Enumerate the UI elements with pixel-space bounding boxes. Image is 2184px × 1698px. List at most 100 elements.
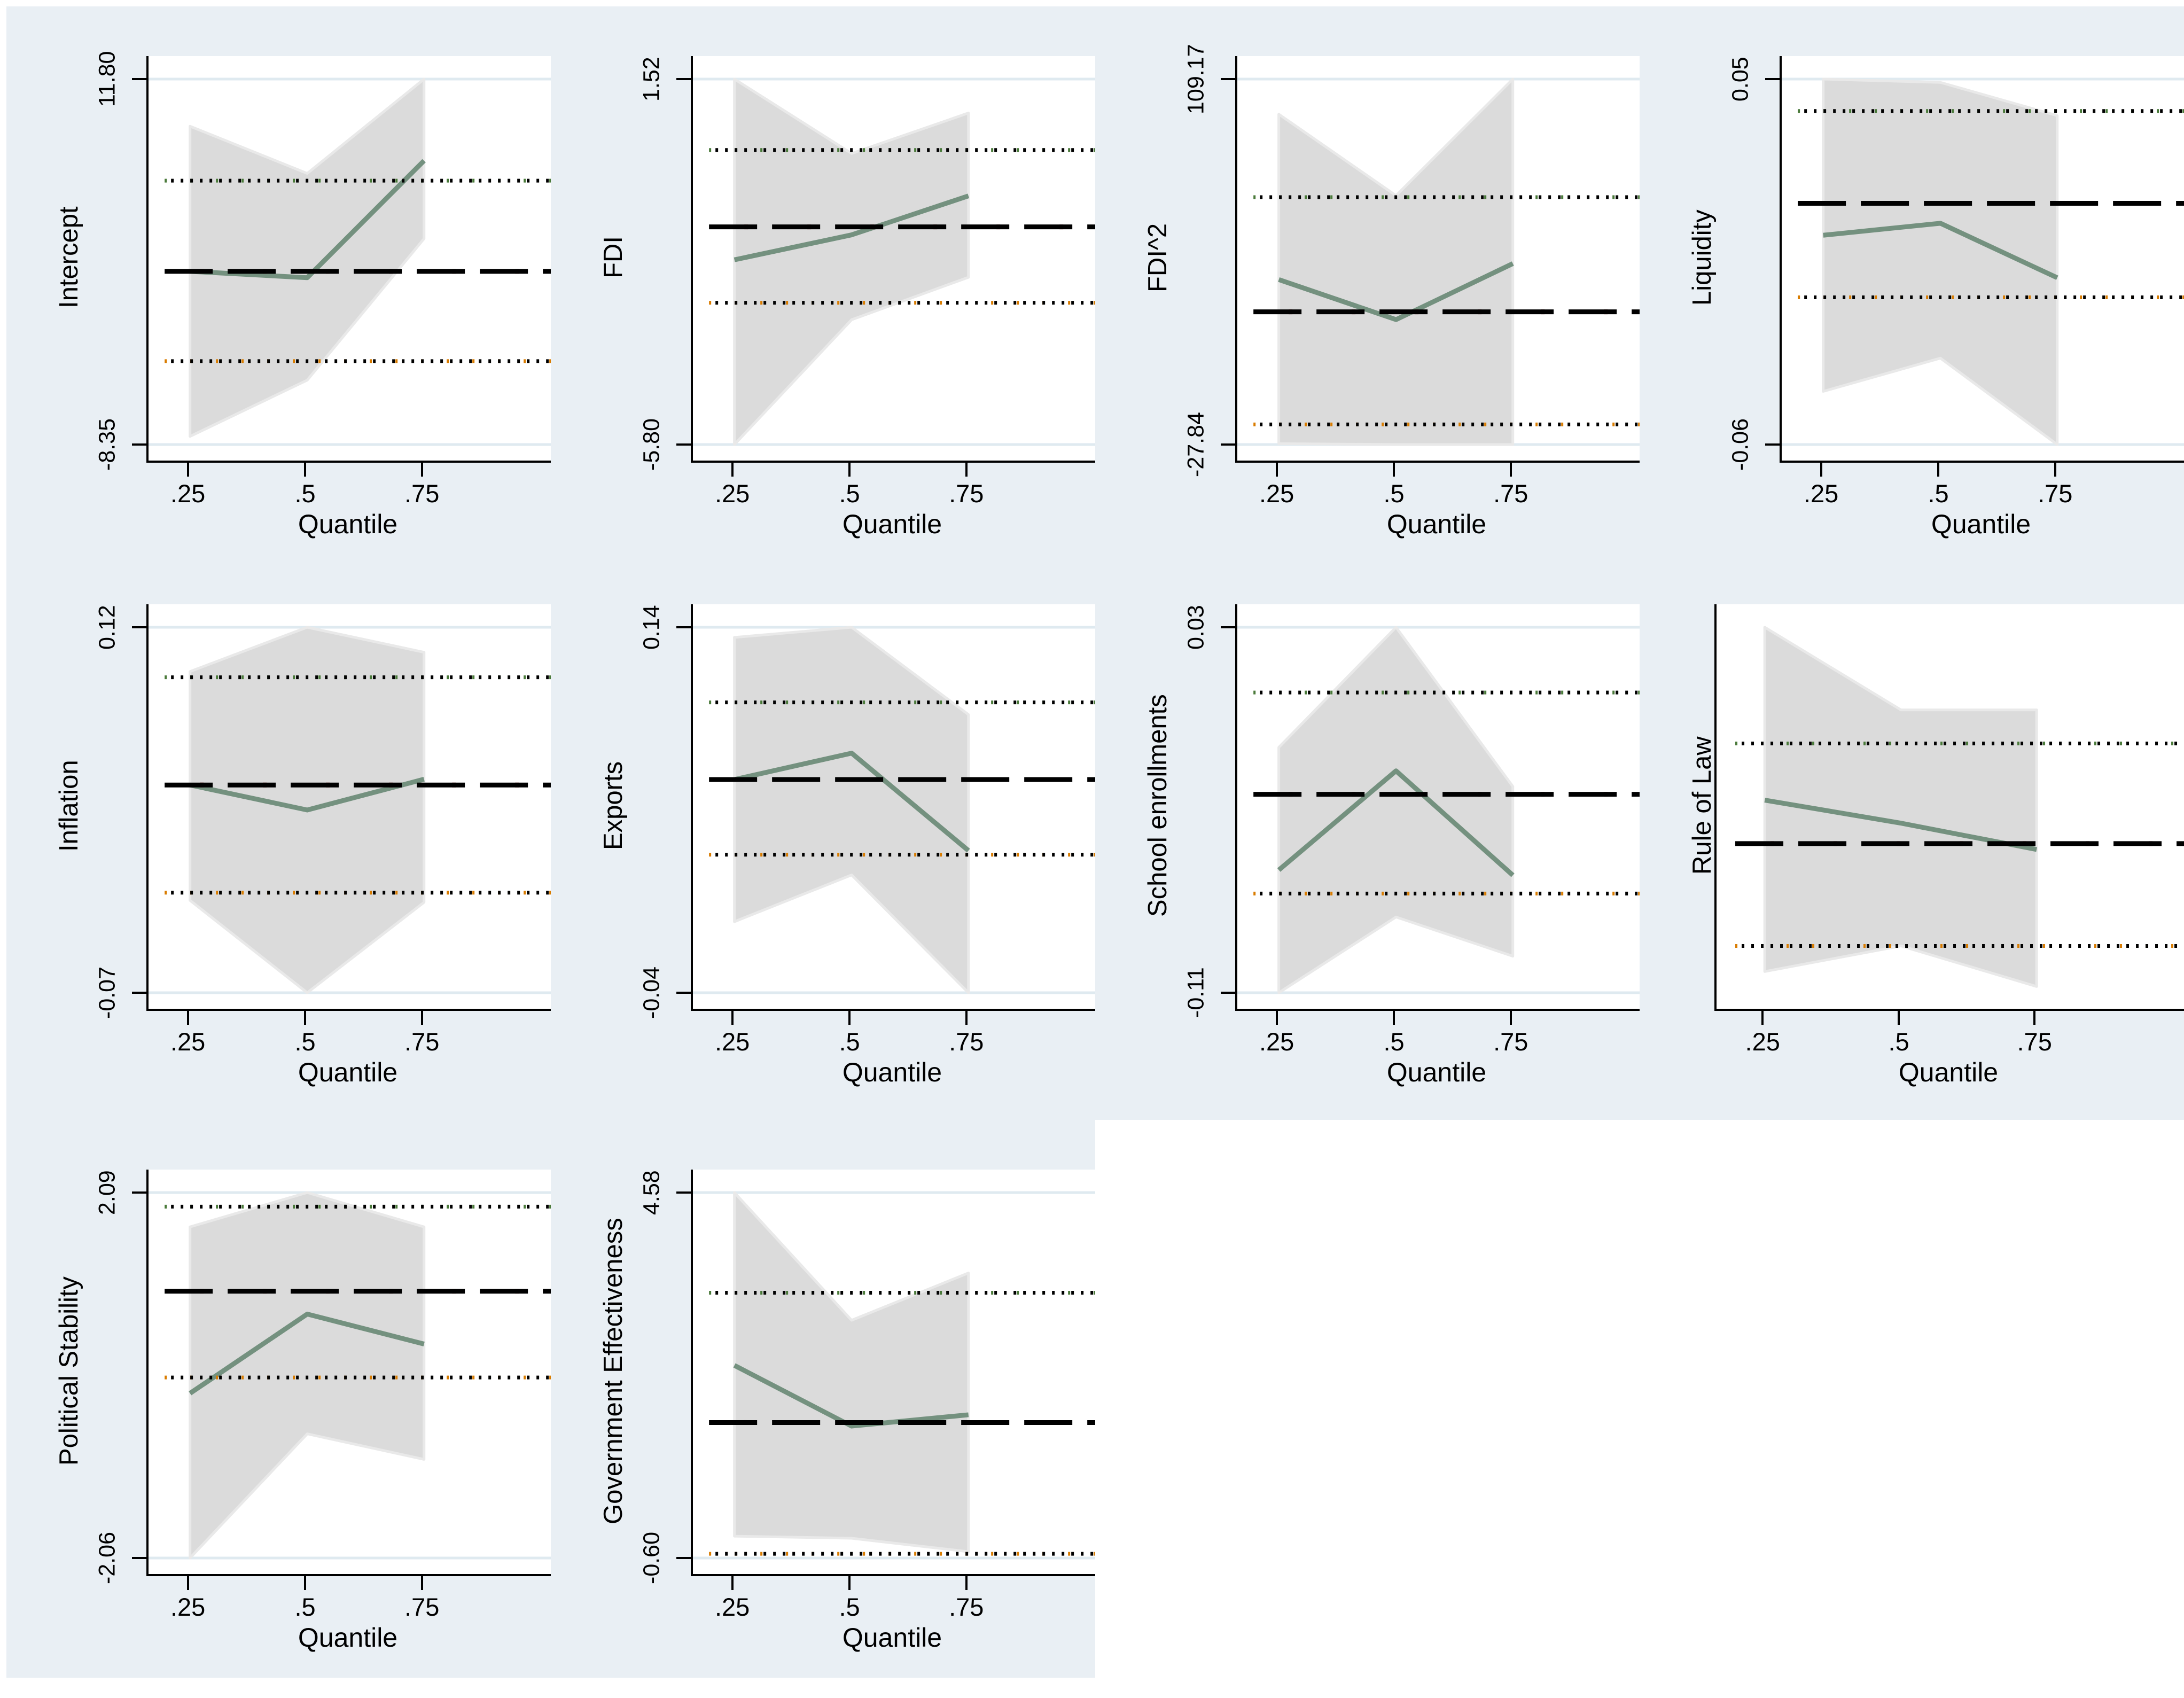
y-tick-label-top: 0.12: [94, 605, 120, 650]
quantile-estimate-line: [1277, 768, 1515, 877]
confidence-band: [1822, 77, 2059, 446]
y-axis-title: Exports: [599, 761, 628, 851]
plot-canvas: [149, 1191, 551, 1560]
x-tick-mark: [965, 463, 968, 477]
confidence-band: [733, 626, 970, 994]
plot-area: [1780, 56, 2184, 463]
x-tick-mark: [1509, 463, 1512, 477]
y-tick-label-top: 4.58: [638, 1170, 665, 1215]
x-axis-title: Quantile: [1386, 509, 1487, 539]
plot-area: [146, 604, 551, 1011]
x-tick-label: .75: [2017, 1027, 2052, 1056]
x-tick-label: .5: [839, 479, 860, 508]
x-axis-title: Quantile: [1931, 509, 2031, 539]
y-axis-title: Rule of Law: [1688, 736, 1717, 875]
x-axis-title: Quantile: [298, 1057, 398, 1087]
plot-area: [1714, 604, 2184, 1011]
x-tick-label: .75: [404, 1593, 440, 1621]
x-tick-mark: [1820, 463, 1822, 477]
y-axis-title: Liquidity: [1688, 209, 1717, 306]
x-tick-label: .75: [2038, 479, 2073, 508]
y-tick-label-bottom: -0.06: [1727, 418, 1753, 471]
x-tick-mark: [2054, 463, 2056, 477]
quantile-estimate-line: [733, 1363, 969, 1429]
x-tick-label: .5: [1383, 1027, 1405, 1056]
confidence-band: [733, 1191, 970, 1553]
subplot-rule-of-law: Rule of Law .25 .5 .75 Quantile: [1640, 555, 2184, 1120]
x-tick-label: .75: [1493, 1027, 1528, 1056]
x-tick-label: .25: [1259, 1027, 1294, 1056]
y-tick-mark: [1765, 78, 1780, 80]
x-axis-title: Quantile: [298, 509, 398, 539]
plot-canvas: [693, 626, 1096, 994]
x-axis-title: Quantile: [842, 1057, 942, 1087]
y-tick-mark: [676, 443, 691, 446]
x-tick-mark: [965, 1576, 968, 1590]
x-tick-mark: [1393, 1011, 1395, 1025]
quantile-regression-figure: Intercept 11.80 -8.35 .25 .5 .75 Quantil…: [6, 6, 2184, 1678]
subplot-intercept: Intercept 11.80 -8.35 .25 .5 .75 Quantil…: [6, 6, 551, 555]
plot-canvas: [149, 77, 551, 446]
x-tick-label: .5: [1888, 1027, 1909, 1056]
empty-cell: [1095, 1120, 1640, 1678]
plot-area: [146, 1170, 551, 1576]
y-tick-label-bottom: -0.04: [638, 967, 665, 1019]
x-tick-label: .75: [949, 1593, 984, 1621]
y-tick-mark: [132, 1557, 146, 1559]
x-tick-mark: [1898, 1011, 1900, 1025]
x-tick-label: .25: [170, 1593, 206, 1621]
y-tick-label-bottom: -27.84: [1183, 412, 1209, 477]
x-tick-mark: [304, 463, 307, 477]
subplot-school-enrollments: School enrollments 0.03 -0.11 .25 .5 .75…: [1095, 555, 1640, 1120]
subplot-government-effectiveness: Government Effectiveness 4.58 -0.60 .25 …: [551, 1120, 1096, 1678]
x-axis-title: Quantile: [842, 1623, 942, 1653]
x-tick-mark: [848, 1011, 851, 1025]
plot-canvas: [1735, 626, 2184, 988]
y-tick-mark: [676, 626, 691, 628]
y-tick-mark: [1765, 443, 1780, 446]
y-axis-title: Government Effectiveness: [599, 1218, 628, 1524]
y-tick-label-top: 0.03: [1183, 605, 1209, 650]
x-tick-mark: [2033, 1011, 2036, 1025]
y-tick-label-top: 0.14: [638, 605, 665, 650]
y-tick-mark: [676, 78, 691, 80]
y-tick-mark: [676, 992, 691, 994]
quantile-estimate-line: [1764, 798, 2038, 852]
y-tick-label-top: 0.05: [1727, 57, 1753, 102]
y-tick-mark: [132, 1191, 146, 1194]
x-tick-label: .75: [404, 1027, 440, 1056]
x-tick-mark: [731, 1576, 734, 1590]
plot-canvas: [1237, 626, 1640, 994]
plot-canvas: [693, 77, 1096, 446]
confidence-band: [1277, 77, 1515, 446]
x-tick-mark: [186, 1011, 189, 1025]
x-tick-mark: [731, 463, 734, 477]
x-tick-label: .5: [1383, 479, 1405, 508]
x-tick-mark: [1761, 1011, 1764, 1025]
quantile-estimate-line: [1278, 261, 1514, 322]
x-axis-title: Quantile: [298, 1623, 398, 1653]
x-tick-mark: [1275, 1011, 1278, 1025]
x-tick-mark: [186, 463, 189, 477]
x-tick-mark: [186, 1576, 189, 1590]
quantile-estimate-line: [734, 751, 970, 853]
x-axis-title: Quantile: [1898, 1057, 1999, 1087]
y-tick-mark: [1221, 443, 1235, 446]
x-tick-mark: [1275, 463, 1278, 477]
x-tick-label: .25: [714, 1027, 750, 1056]
x-axis-title: Quantile: [842, 509, 942, 539]
x-tick-mark: [731, 1011, 734, 1025]
x-tick-mark: [848, 1576, 851, 1590]
x-tick-label: .5: [294, 479, 316, 508]
empty-cell: [1640, 1120, 2184, 1678]
x-tick-label: .5: [294, 1027, 316, 1056]
x-tick-mark: [1393, 463, 1395, 477]
x-tick-mark: [848, 463, 851, 477]
y-tick-label-bottom: -2.06: [94, 1532, 120, 1585]
plot-canvas: [693, 1191, 1096, 1560]
x-tick-label: .25: [170, 479, 206, 508]
x-tick-label: .25: [714, 479, 750, 508]
y-tick-label-top: 2.09: [94, 1170, 120, 1215]
x-tick-label: .5: [839, 1027, 860, 1056]
y-tick-label-top: 109.17: [1183, 44, 1209, 114]
